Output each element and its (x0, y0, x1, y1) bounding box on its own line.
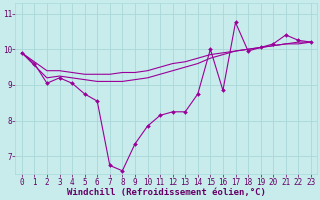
X-axis label: Windchill (Refroidissement éolien,°C): Windchill (Refroidissement éolien,°C) (67, 188, 266, 197)
